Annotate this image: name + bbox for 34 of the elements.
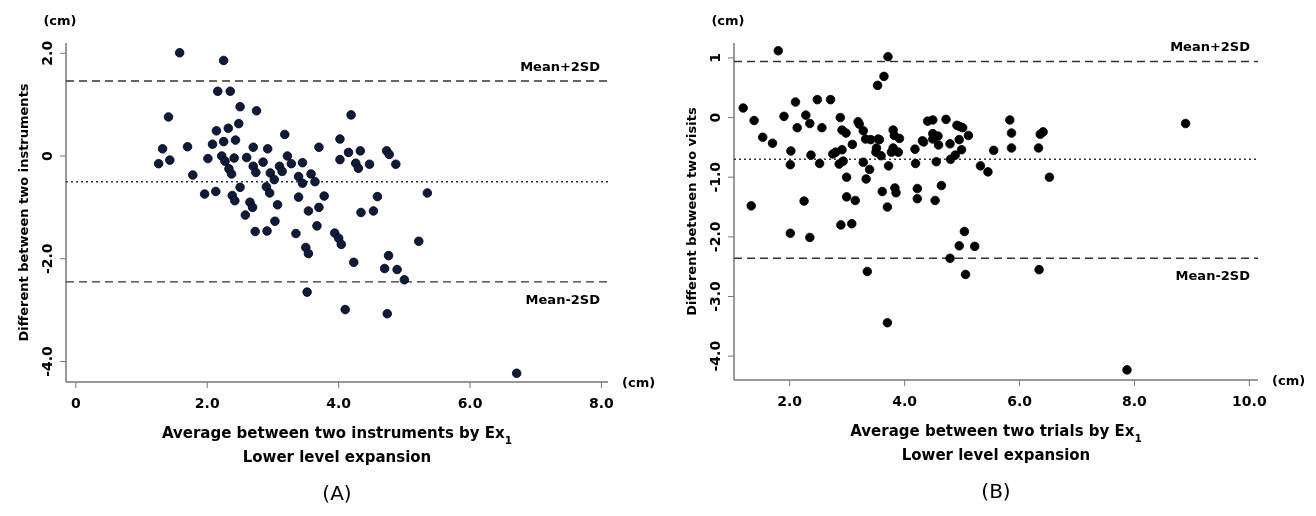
y-tick-label: 1 <box>707 53 723 63</box>
y-tick-label: 0 <box>39 150 55 161</box>
y-axis-title: Different between two visits <box>684 107 699 316</box>
text: (cm) <box>622 375 656 390</box>
x-tick-label: 0 <box>70 395 81 411</box>
text: Average between two instruments by Ex$_{1}$ Lower level expansion <box>161 424 513 466</box>
ref-line-label: Mean-2SD <box>525 291 601 307</box>
y-tick-label: -2.0 <box>707 221 723 253</box>
y-tick-label: -4.0 <box>707 340 723 372</box>
y-tick-label: -3.0 <box>707 280 723 312</box>
y-tick-label: -1.0 <box>707 161 723 193</box>
x-tick-label: 2.0 <box>194 395 220 411</box>
y-tick-label: 0 <box>707 112 723 123</box>
text: (cm) <box>1272 373 1306 388</box>
text: (cm) <box>711 13 745 28</box>
ref-line-label: Mean+2SD <box>1170 39 1251 55</box>
x-tick-label: 6.0 <box>1007 393 1033 409</box>
x-tick-label: 6.0 <box>457 395 483 411</box>
x-tick-label: 2.0 <box>777 393 803 409</box>
x-tick-label: 10.0 <box>1232 393 1267 409</box>
text: (cm) <box>43 13 77 28</box>
y-tick-label: -2.0 <box>39 243 55 275</box>
x-tick-label: 8.0 <box>589 395 615 411</box>
ref-line-label: Mean+2SD <box>520 59 601 75</box>
text: (A) <box>322 481 352 505</box>
x-tick-label: 4.0 <box>892 393 918 409</box>
x-tick-label: 8.0 <box>1122 393 1148 409</box>
x-tick-label: 4.0 <box>326 395 352 411</box>
y-axis-title: Different between two instruments <box>16 83 31 342</box>
text: Average between two trials by Ex$_{1}$ Lower level expansion <box>850 422 1142 464</box>
y-tick-label: 2.0 <box>39 40 55 66</box>
ref-line-label: Mean-2SD <box>1175 268 1251 284</box>
text: (B) <box>981 479 1011 503</box>
y-tick-label: -4.0 <box>39 345 55 377</box>
